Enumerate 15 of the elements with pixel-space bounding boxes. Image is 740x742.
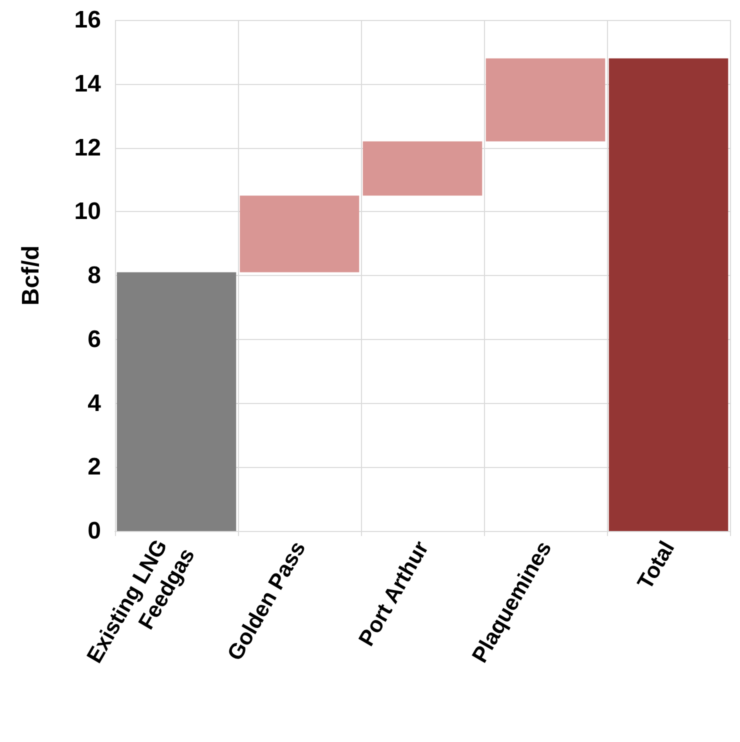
y-tick-label: 2 — [88, 454, 101, 481]
y-axis-title: Bcf/d — [18, 246, 44, 306]
bar — [240, 196, 360, 272]
y-tick-label: 4 — [88, 390, 102, 417]
y-tick-label: 14 — [74, 70, 102, 98]
y-tick-label: 16 — [74, 6, 101, 34]
bar — [486, 58, 606, 142]
y-tick-label: 6 — [88, 326, 101, 353]
bar — [362, 141, 482, 196]
bar — [608, 58, 728, 531]
y-tick-label: 12 — [74, 134, 101, 162]
y-tick-label: 0 — [88, 518, 101, 544]
y-tick-label: 8 — [88, 262, 101, 289]
y-tick-label: 10 — [74, 198, 101, 226]
bar — [116, 272, 236, 531]
